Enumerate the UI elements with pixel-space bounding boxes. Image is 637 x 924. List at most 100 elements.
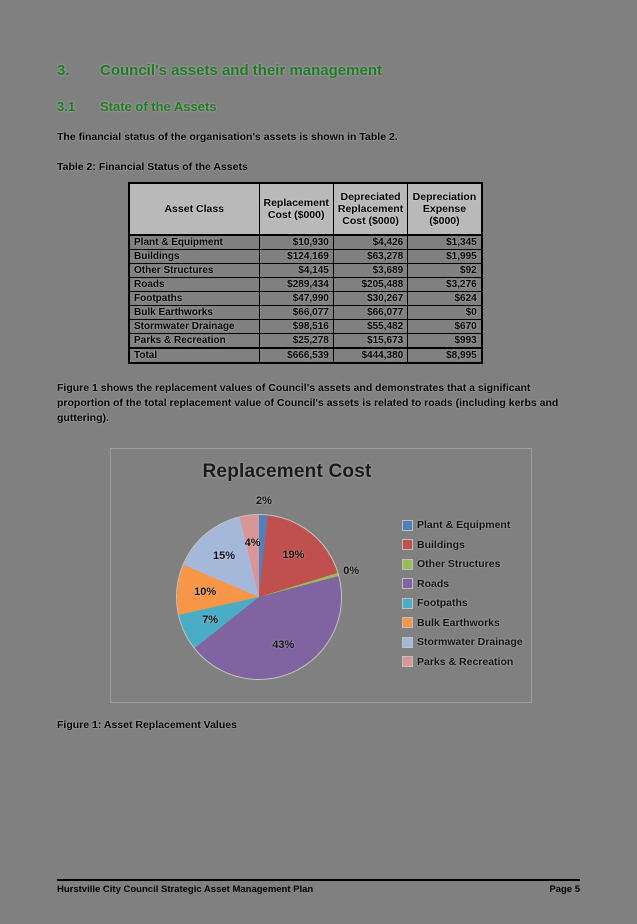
intro-paragraph: The financial status of the organisation… <box>57 131 398 143</box>
section-heading: 3. Council's assets and their management <box>57 62 580 79</box>
asset-class-cell: Total <box>128 347 260 364</box>
table-total-row: Total $666,539 $444,380 $8,995 <box>128 347 483 364</box>
value-cell: $124,169 <box>258 249 334 264</box>
value-cell: $92 <box>407 263 483 278</box>
legend-swatch-icon <box>403 520 412 530</box>
legend-label: Parks & Recreation <box>417 655 514 668</box>
legend-swatch-icon <box>403 579 412 588</box>
page-content: 3. Council's assets and their management… <box>57 62 580 731</box>
chart-title: Replacement Cost <box>202 461 372 482</box>
table-row: Roads $289,434 $205,488 $3,276 <box>128 277 483 292</box>
table-header-row: Asset Class Replacement Cost ($000) Deprec… <box>128 182 483 236</box>
footer-document-title: Hurstville City Council Strategic Asset … <box>57 884 314 895</box>
value-cell: $666,539 <box>258 347 334 364</box>
legend-item: Plant & Equipment <box>403 519 523 531</box>
value-cell: $1,345 <box>407 234 483 250</box>
legend-label: Other Structures <box>417 558 501 570</box>
value-cell: $10,930 <box>258 234 334 250</box>
table-row: Bulk Earthworks $66,077 $66,077 $0 <box>128 305 483 320</box>
financial-status-table: Asset Class Replacement Cost ($000) Deprec… <box>128 182 483 364</box>
legend-item: Parks & Recreation <box>403 656 523 668</box>
value-cell: $30,267 <box>332 291 409 306</box>
asset-class-cell: Footpaths <box>128 291 260 306</box>
table-header-cell: Asset Class <box>128 182 260 236</box>
pie-slice-label: 15% <box>213 549 236 562</box>
value-cell: $66,077 <box>258 305 334 320</box>
section-number: 3. <box>57 62 70 79</box>
pie-slice-label: 7% <box>202 614 219 627</box>
value-cell: $47,990 <box>258 291 334 306</box>
legend-label: Footpaths <box>417 597 468 609</box>
legend-label: Bulk Earthworks <box>417 616 500 629</box>
table-row: Buildings $124,169 $63,278 $1,995 <box>128 249 483 264</box>
page-footer: Hurstville City Council Strategic Asset … <box>57 879 580 895</box>
pie-chart <box>177 515 341 679</box>
legend-swatch-icon <box>403 598 412 608</box>
value-cell: $205,488 <box>332 277 409 292</box>
legend-label: Buildings <box>417 538 465 551</box>
legend-item: Stormwater Drainage <box>403 636 523 648</box>
legend-item: Buildings <box>403 539 523 551</box>
subsection-number: 3.1 <box>57 99 76 114</box>
value-cell: $25,278 <box>258 333 334 349</box>
figure-paragraph: Figure 1 shows the replacement values of… <box>57 382 559 424</box>
legend-swatch-icon <box>403 540 412 549</box>
value-cell: $3,276 <box>407 277 483 292</box>
legend-label: Roads <box>417 577 450 590</box>
subsection-heading: 3.1 State of the Assets <box>57 99 580 114</box>
value-cell: $15,673 <box>332 333 409 349</box>
value-cell: $98,516 <box>258 319 334 334</box>
value-cell: $8,995 <box>407 347 483 364</box>
legend-swatch-icon <box>403 657 412 666</box>
value-cell: $1,995 <box>407 249 483 264</box>
asset-class-cell: Buildings <box>128 249 260 264</box>
asset-class-cell: Bulk Earthworks <box>128 305 260 320</box>
legend-label: Stormwater Drainage <box>417 636 523 648</box>
table-header-cell: Replacement Cost ($000) <box>258 182 334 236</box>
pie-slice-label: 10% <box>194 586 217 598</box>
table-row: Parks & Recreation $25,278 $15,673 $993 <box>128 333 483 349</box>
asset-class-cell: Parks & Recreation <box>128 333 260 349</box>
table-row: Footpaths $47,990 $30,267 $624 <box>128 291 483 306</box>
asset-class-cell: Roads <box>128 277 260 292</box>
value-cell: $670 <box>407 319 483 334</box>
legend-item: Roads <box>403 578 523 590</box>
value-cell: $0 <box>407 305 483 320</box>
value-cell: $4,145 <box>258 263 334 278</box>
figure-caption: Figure 1: Asset Replacement Values <box>57 719 237 731</box>
value-cell: $63,278 <box>332 249 409 264</box>
section-title: Council's assets and their management <box>100 62 382 79</box>
legend-label: Plant & Equipment <box>417 519 511 531</box>
pie-slice-label: 19% <box>282 549 305 562</box>
legend-swatch-icon <box>403 618 412 627</box>
table-row: Plant & Equipment $10,930 $4,426 $1,345 <box>128 234 483 250</box>
value-cell: $289,434 <box>258 277 334 292</box>
legend-swatch-icon <box>403 637 412 647</box>
pie-slice-label: 4% <box>244 537 261 550</box>
table-header-cell: Depreciation Expense ($000) <box>407 182 483 236</box>
asset-class-cell: Plant & Equipment <box>128 234 260 250</box>
pie-slice-label: 43% <box>272 639 295 652</box>
legend-item: Bulk Earthworks <box>403 617 523 629</box>
chart-legend: Plant & Equipment Buildings Other Structur… <box>403 519 523 668</box>
pie-slice-label: 2% <box>255 495 272 508</box>
value-cell: $66,077 <box>332 305 409 320</box>
replacement-cost-chart: Replacement Cost Plant & Equipment Buildi… <box>110 448 532 703</box>
asset-class-cell: Stormwater Drainage <box>128 319 260 334</box>
subsection-title: State of the Assets <box>100 99 217 114</box>
legend-swatch-icon <box>403 559 412 569</box>
table-caption: Table 2: Financial Status of the Assets <box>57 161 248 173</box>
table-row: Stormwater Drainage $98,516 $55,482 $670 <box>128 319 483 334</box>
value-cell: $993 <box>407 333 483 349</box>
value-cell: $4,426 <box>332 234 409 250</box>
table-row: Other Structures $4,145 $3,689 $92 <box>128 263 483 278</box>
value-cell: $55,482 <box>332 319 409 334</box>
footer-page-number: Page 5 <box>549 884 580 895</box>
legend-item: Other Structures <box>403 558 523 570</box>
legend-item: Footpaths <box>403 597 523 609</box>
value-cell: $624 <box>407 291 483 306</box>
asset-class-cell: Other Structures <box>128 263 260 278</box>
pie-slice-label: 0% <box>343 564 360 577</box>
value-cell: $444,380 <box>332 347 409 364</box>
value-cell: $3,689 <box>332 263 409 278</box>
